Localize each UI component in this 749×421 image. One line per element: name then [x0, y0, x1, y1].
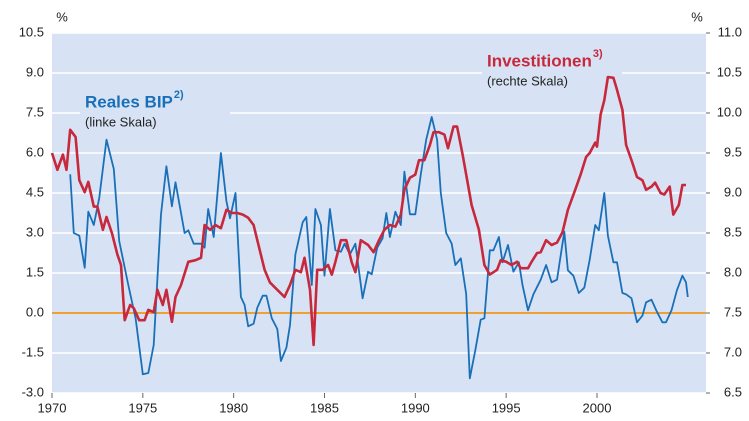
y2-tick-label: 10.5 [717, 64, 742, 79]
y2-tick-label: 7.0 [724, 344, 742, 359]
legend-note: 2) [174, 89, 184, 101]
legend-sublabel: (linke Skala) [85, 114, 157, 129]
x-tick-label: 1990 [401, 400, 430, 415]
y-tick-label: -1.5 [22, 344, 44, 359]
y-tick-label: 9.0 [26, 64, 44, 79]
y2-tick-label: 9.5 [724, 144, 742, 159]
y2-tick-label: 7.5 [724, 304, 742, 319]
y2-tick-label: 11.0 [718, 24, 742, 39]
y-tick-label: 0.0 [26, 304, 44, 319]
legend-note: 3) [593, 48, 603, 60]
y-tick-label: 7.5 [26, 104, 44, 119]
y-tick-label: 4.5 [26, 184, 44, 199]
x-tick-label: 1970 [38, 400, 67, 415]
legend-bg [482, 48, 622, 93]
x-tick-label: 2000 [583, 400, 612, 415]
y2-tick-label: 9.0 [724, 184, 742, 199]
y-tick-label: 1.5 [26, 264, 44, 279]
y-tick-label: -3.0 [22, 384, 44, 399]
y2-tick-label: 8.0 [724, 264, 742, 279]
legend-sublabel: (rechte Skala) [487, 73, 568, 88]
x-tick-label: 1995 [492, 400, 521, 415]
x-tick-label: 1985 [310, 400, 339, 415]
y-tick-label: 6.0 [26, 144, 44, 159]
y2-tick-label: 6.5 [724, 384, 742, 399]
x-tick-label: 1975 [128, 400, 157, 415]
y-unit: % [56, 9, 68, 24]
y2-tick-label: 8.5 [724, 224, 742, 239]
y2-tick-label: 10.0 [717, 104, 742, 119]
series-line [50, 75, 686, 347]
y-tick-label: 10.5 [19, 24, 44, 39]
x-tick-label: 1980 [219, 400, 248, 415]
legend-bg [80, 88, 230, 132]
y2-unit: % [691, 9, 703, 24]
legend-label: Reales BIP [85, 92, 173, 111]
y-tick-label: 3.0 [26, 224, 44, 239]
legend-label: Investitionen [487, 51, 592, 70]
